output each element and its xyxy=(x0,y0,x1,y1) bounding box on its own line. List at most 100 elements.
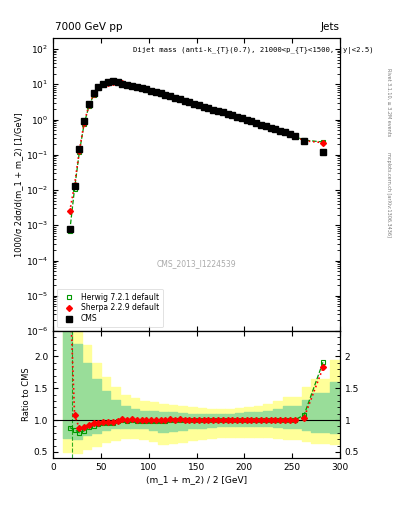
CMS xyxy=(235,114,239,120)
CMS xyxy=(177,96,182,102)
Herwig 7.2.1 default xyxy=(230,113,235,119)
Herwig 7.2.1 default xyxy=(201,104,206,110)
CMS xyxy=(187,99,192,105)
Sherpa 2.2.9 default xyxy=(249,118,254,124)
CMS xyxy=(287,131,292,137)
Herwig 7.2.1 default xyxy=(302,137,307,143)
Herwig 7.2.1 default xyxy=(115,79,120,86)
Herwig 7.2.1 default xyxy=(96,84,101,91)
Sherpa 2.2.9 default xyxy=(268,124,273,131)
Sherpa 2.2.9 default xyxy=(110,79,115,85)
Herwig 7.2.1 default xyxy=(130,83,134,89)
Herwig 7.2.1 default xyxy=(168,93,173,99)
CMS xyxy=(192,101,196,107)
Herwig 7.2.1 default xyxy=(173,95,177,101)
CMS xyxy=(91,90,96,96)
Herwig 7.2.1 default xyxy=(225,111,230,117)
Sherpa 2.2.9 default xyxy=(216,108,220,114)
Herwig 7.2.1 default xyxy=(244,117,249,123)
Sherpa 2.2.9 default xyxy=(244,117,249,123)
Sherpa 2.2.9 default xyxy=(283,130,287,136)
Sherpa 2.2.9 default xyxy=(254,120,259,126)
Sherpa 2.2.9 default xyxy=(292,133,297,139)
Herwig 7.2.1 default xyxy=(206,105,211,111)
Herwig 7.2.1 default xyxy=(196,102,201,108)
CMS xyxy=(149,88,153,94)
CMS xyxy=(77,145,82,152)
CMS xyxy=(240,115,244,121)
Text: Rivet 3.1.10, ≥ 3.2M events: Rivet 3.1.10, ≥ 3.2M events xyxy=(386,68,391,137)
CMS xyxy=(86,101,91,108)
Sherpa 2.2.9 default xyxy=(68,208,72,215)
Herwig 7.2.1 default xyxy=(292,133,297,139)
Herwig 7.2.1 default xyxy=(321,139,325,145)
CMS xyxy=(125,81,130,88)
Sherpa 2.2.9 default xyxy=(230,113,235,119)
Sherpa 2.2.9 default xyxy=(287,131,292,137)
Sherpa 2.2.9 default xyxy=(235,114,239,120)
Sherpa 2.2.9 default xyxy=(139,85,144,91)
CMS xyxy=(254,120,259,126)
Sherpa 2.2.9 default xyxy=(173,95,177,101)
Sherpa 2.2.9 default xyxy=(206,105,211,111)
Y-axis label: 1000/σ 2dσ/d(m_1 + m_2) [1/GeV]: 1000/σ 2dσ/d(m_1 + m_2) [1/GeV] xyxy=(14,113,23,257)
CMS xyxy=(182,98,187,104)
Sherpa 2.2.9 default xyxy=(91,91,96,97)
CMS xyxy=(273,126,278,132)
Line: Herwig 7.2.1 default: Herwig 7.2.1 default xyxy=(67,80,326,233)
CMS xyxy=(244,117,249,123)
CMS xyxy=(158,90,163,96)
Text: Dijet mass (anti-k_{T}(0.7), 21000<p_{T}<1500, |y|<2.5): Dijet mass (anti-k_{T}(0.7), 21000<p_{T}… xyxy=(133,47,374,54)
Y-axis label: Ratio to CMS: Ratio to CMS xyxy=(22,368,31,421)
Herwig 7.2.1 default xyxy=(68,228,72,234)
Herwig 7.2.1 default xyxy=(240,115,244,121)
Sherpa 2.2.9 default xyxy=(259,121,263,127)
Sherpa 2.2.9 default xyxy=(163,92,168,98)
CMS xyxy=(173,95,177,101)
Herwig 7.2.1 default xyxy=(158,91,163,97)
Sherpa 2.2.9 default xyxy=(130,82,134,89)
Herwig 7.2.1 default xyxy=(287,131,292,137)
CMS xyxy=(101,80,106,87)
Line: Sherpa 2.2.9 default: Sherpa 2.2.9 default xyxy=(68,80,325,214)
CMS xyxy=(268,124,273,131)
X-axis label: (m_1 + m_2) / 2 [GeV]: (m_1 + m_2) / 2 [GeV] xyxy=(146,475,247,484)
Herwig 7.2.1 default xyxy=(72,185,77,191)
Text: 7000 GeV pp: 7000 GeV pp xyxy=(55,22,123,32)
Herwig 7.2.1 default xyxy=(134,84,139,90)
Herwig 7.2.1 default xyxy=(254,120,259,126)
Sherpa 2.2.9 default xyxy=(240,115,244,121)
Sherpa 2.2.9 default xyxy=(125,81,130,88)
Sherpa 2.2.9 default xyxy=(158,90,163,96)
Line: CMS: CMS xyxy=(67,79,326,231)
CMS xyxy=(263,123,268,129)
Sherpa 2.2.9 default xyxy=(220,109,225,115)
Sherpa 2.2.9 default xyxy=(120,80,125,87)
CMS xyxy=(211,106,216,113)
Herwig 7.2.1 default xyxy=(101,81,106,88)
CMS xyxy=(72,183,77,189)
Text: Jets: Jets xyxy=(321,22,340,32)
CMS xyxy=(154,89,158,95)
Herwig 7.2.1 default xyxy=(106,80,110,86)
Herwig 7.2.1 default xyxy=(268,124,273,131)
Herwig 7.2.1 default xyxy=(259,121,263,127)
Text: CMS_2013_I1224539: CMS_2013_I1224539 xyxy=(157,259,236,268)
Herwig 7.2.1 default xyxy=(235,114,239,120)
Sherpa 2.2.9 default xyxy=(134,83,139,90)
Sherpa 2.2.9 default xyxy=(77,147,82,154)
CMS xyxy=(302,138,307,144)
Sherpa 2.2.9 default xyxy=(168,93,173,99)
CMS xyxy=(321,149,325,155)
CMS xyxy=(168,93,173,99)
Sherpa 2.2.9 default xyxy=(86,102,91,109)
Herwig 7.2.1 default xyxy=(144,87,149,93)
Sherpa 2.2.9 default xyxy=(187,99,192,105)
Herwig 7.2.1 default xyxy=(192,101,196,107)
Text: mcplots.cern.ch [arXiv:1306.3436]: mcplots.cern.ch [arXiv:1306.3436] xyxy=(386,152,391,237)
Sherpa 2.2.9 default xyxy=(263,123,268,129)
CMS xyxy=(216,108,220,114)
CMS xyxy=(139,85,144,91)
Sherpa 2.2.9 default xyxy=(177,96,182,102)
Herwig 7.2.1 default xyxy=(110,79,115,85)
